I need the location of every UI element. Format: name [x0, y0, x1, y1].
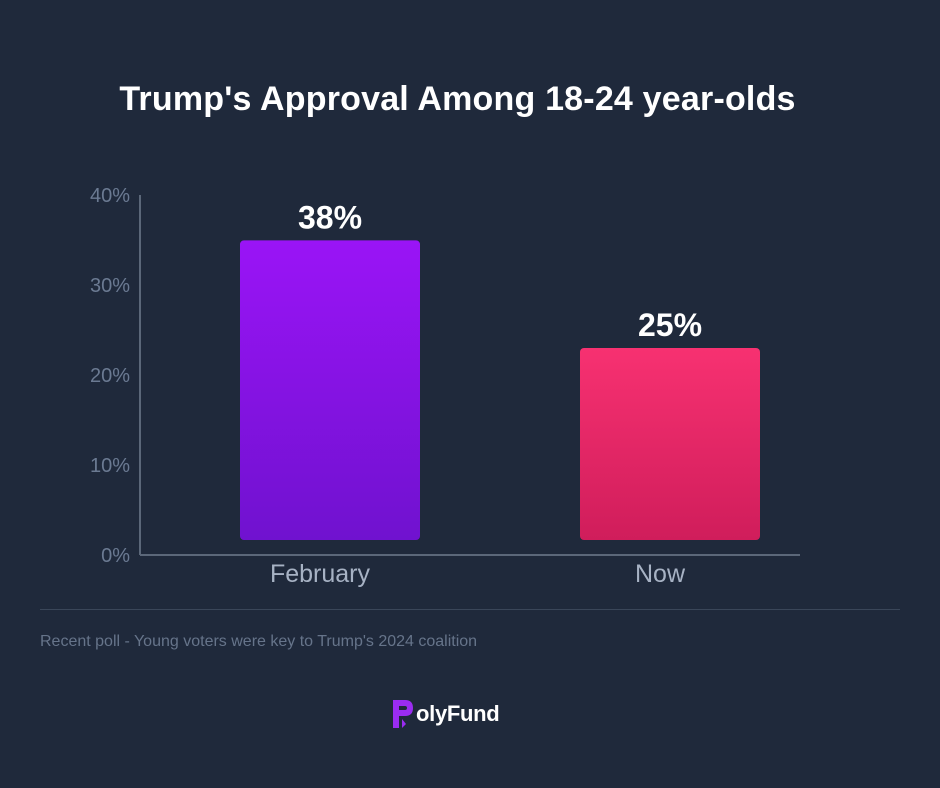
category-labels: February Now: [270, 560, 686, 588]
value-labels: 38% 25%: [298, 199, 702, 343]
y-tick-label: 40%: [90, 185, 130, 207]
axes: [139, 195, 800, 556]
y-tick-label: 10%: [90, 455, 130, 477]
bars: [240, 240, 760, 541]
bar-now: [580, 348, 760, 540]
polyfund-logo: olyFund: [391, 697, 500, 731]
y-tick-label: 0%: [101, 545, 130, 567]
footer-divider: [40, 609, 900, 610]
logo-text: olyFund: [416, 701, 500, 726]
value-label-now: 25%: [638, 307, 702, 343]
chart-caption: Recent poll - Young voters were key to T…: [40, 633, 478, 650]
y-tick-labels: 0% 10% 20% 30% 40%: [90, 185, 130, 567]
bar-chart: 0% 10% 20% 30% 40% 38% 25% February Now: [90, 185, 800, 588]
value-label-february: 38%: [298, 199, 362, 235]
chart-title: Trump's Approval Among 18-24 year-olds: [119, 80, 796, 118]
bar-february: [240, 240, 420, 541]
polyfund-logo-mark-icon: [393, 700, 413, 728]
category-label-february: February: [270, 560, 371, 588]
y-tick-label: 20%: [90, 365, 130, 387]
y-tick-label: 30%: [90, 275, 130, 297]
category-label-now: Now: [635, 560, 686, 588]
